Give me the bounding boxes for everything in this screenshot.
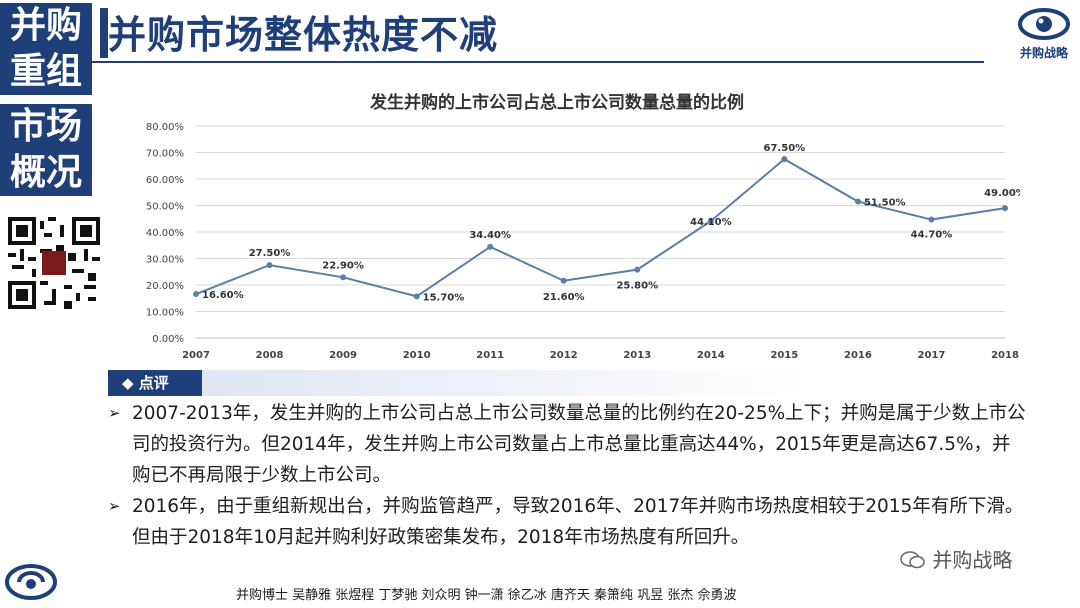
x-tick-label: 2007 (182, 350, 210, 361)
data-point (193, 291, 199, 298)
y-tick-label: 70.00% (146, 149, 184, 160)
data-point (266, 262, 273, 269)
bullet-item: ➢ 2016年，由于重组新规出台，并购监管趋严，导致2016年、2017年并购市… (108, 491, 1028, 553)
y-tick-label: 40.00% (146, 228, 184, 239)
data-label: 27.50% (249, 248, 291, 259)
data-label: 21.60% (543, 292, 585, 303)
authors-credit: 并购博士 吴静雅 张煜程 丁梦驰 刘众明 钟一潇 徐乙冰 唐齐天 秦箫纯 巩昱 … (236, 588, 737, 603)
x-tick-label: 2013 (623, 350, 651, 361)
wechat-watermark: 并购战略 (900, 544, 1012, 573)
data-label: 44.10% (690, 217, 732, 228)
data-label: 15.70% (423, 292, 465, 303)
chart-title: 发生并购的上市公司占总上市公司数量总量的比例 (370, 93, 744, 113)
data-label: 16.60% (202, 290, 244, 301)
brand-logo-icon (5, 564, 57, 600)
x-tick-label: 2014 (697, 350, 725, 361)
data-point (928, 216, 935, 223)
x-tick-label: 2017 (918, 350, 946, 361)
logo-text: 并购战略 (1019, 46, 1068, 60)
line-chart: 0.00% 10.00% 20.00% 30.00% 40.00% 50.00% 60.00… (146, 122, 1020, 361)
data-point (707, 218, 714, 225)
arrow-bullet-icon: ➢ (108, 404, 121, 422)
sidebar-label-line1: 市场 (9, 106, 82, 147)
bullet-text: 2016年，由于重组新规出台，并购监管趋严，导致2016年、2017年并购市场热… (132, 496, 1024, 548)
data-point (634, 266, 641, 273)
x-tick-label: 2016 (844, 350, 872, 361)
data-point (560, 277, 567, 284)
comment-tag: ◆ 点评 (108, 370, 202, 396)
bullet-text: 2007-2013年，发生并购的上市公司占总上市公司数量总量的比例约在20-25… (132, 403, 1026, 486)
diamond-icon: ◆ (122, 374, 139, 392)
comment-bullets: ➢ 2007-2013年，发生并购的上市公司占总上市公司数量总量的比例约在20-… (108, 398, 1028, 553)
y-tick-label: 20.00% (146, 281, 184, 292)
sidebar-label-line2: 重组 (9, 51, 82, 92)
comment-tag-label: 点评 (138, 374, 169, 392)
x-tick-label: 2010 (403, 350, 431, 361)
x-tick-label: 2018 (991, 350, 1019, 361)
x-tick-label: 2009 (329, 350, 357, 361)
series-line (195, 157, 1006, 298)
data-label: 34.40% (469, 230, 511, 241)
qr-code-icon (8, 217, 100, 309)
data-label: 49.00% (984, 188, 1020, 199)
sidebar-section-mna: 并购 重组 (0, 3, 92, 95)
header-band (92, 3, 984, 63)
x-tick-label: 2012 (550, 350, 578, 361)
data-label: 22.90% (322, 260, 364, 271)
data-point (413, 293, 420, 300)
y-tick-label: 50.00% (146, 202, 184, 213)
data-point (781, 156, 788, 163)
data-label: 67.50% (764, 143, 806, 154)
sidebar-label-line2: 概况 (9, 152, 82, 193)
x-tick-label: 2015 (770, 350, 798, 361)
arrow-bullet-icon: ➢ (108, 497, 121, 515)
y-tick-label: 30.00% (146, 255, 184, 266)
sidebar-label-line1: 并购 (9, 5, 82, 46)
watermark-text: 并购战略 (932, 548, 1013, 572)
wechat-icon (900, 551, 925, 569)
data-label: 51.50% (864, 198, 906, 209)
x-tick-label: 2011 (476, 350, 504, 361)
y-tick-label: 0.00% (152, 334, 184, 345)
data-label: 25.80% (616, 281, 658, 292)
y-tick-label: 80.00% (146, 122, 184, 133)
data-label: 44.70% (911, 230, 953, 241)
data-point (487, 243, 494, 250)
data-point (340, 274, 347, 281)
data-point (854, 198, 861, 205)
bullet-item: ➢ 2007-2013年，发生并购的上市公司占总上市公司数量总量的比例约在20-… (108, 398, 1028, 491)
comment-band (108, 370, 1080, 396)
y-tick-label: 10.00% (146, 308, 184, 319)
sidebar-section-market: 市场 概况 (0, 104, 92, 196)
y-tick-label: 60.00% (146, 175, 184, 186)
x-tick-label: 2008 (256, 350, 284, 361)
header-accent (100, 8, 108, 58)
header-logo: 并购战略 (1012, 6, 1076, 66)
data-point (1002, 205, 1008, 212)
eye-logo-icon (1018, 8, 1070, 40)
page-title: 并购市场整体热度不减 (108, 13, 499, 57)
